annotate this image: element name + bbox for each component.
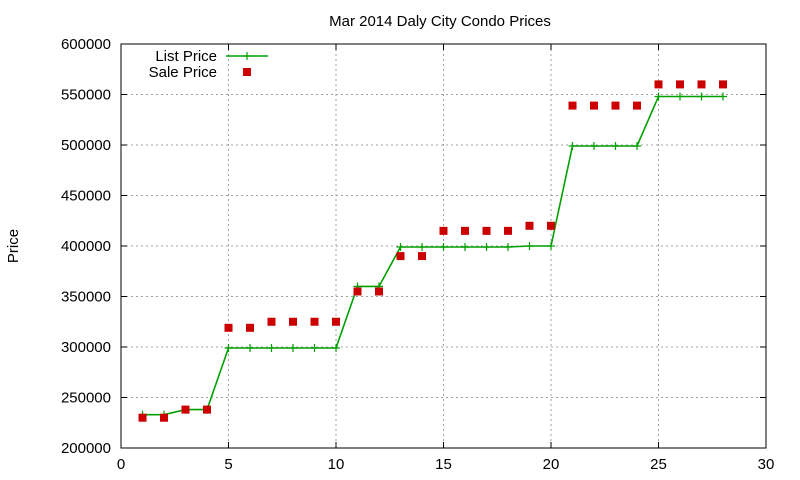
sale-price-point bbox=[439, 226, 448, 235]
legend-list-price-label: List Price bbox=[155, 48, 217, 65]
sale-price-point bbox=[138, 413, 147, 422]
y-tick-label: 300000 bbox=[61, 339, 111, 356]
list-price-point bbox=[310, 344, 319, 353]
list-price-point bbox=[267, 344, 276, 353]
y-tick-label: 450000 bbox=[61, 188, 111, 205]
series bbox=[138, 80, 727, 422]
sale-price-point bbox=[160, 413, 168, 422]
sale-price-point bbox=[568, 101, 577, 110]
list-price-point bbox=[676, 92, 684, 101]
sale-price-point bbox=[654, 80, 663, 89]
sale-price-point bbox=[461, 226, 469, 235]
legend: List Price Sale Price bbox=[149, 48, 268, 81]
sale-price-point bbox=[181, 405, 190, 414]
plot-area-frame bbox=[120, 43, 767, 449]
chart-title: Mar 2014 Daly City Condo Prices bbox=[329, 13, 551, 30]
x-tick-label: 20 bbox=[543, 456, 560, 473]
sale-price-point bbox=[525, 221, 534, 230]
sale-price-point bbox=[246, 323, 254, 332]
sale-price-point bbox=[676, 80, 684, 89]
list-price-point bbox=[289, 344, 297, 353]
sale-price-point bbox=[697, 80, 706, 89]
sale-price-point bbox=[504, 226, 512, 235]
sale-price-point bbox=[224, 323, 233, 332]
x-tick-label: 30 bbox=[758, 456, 775, 473]
sale-price-point bbox=[482, 226, 491, 235]
list-price-point bbox=[568, 142, 577, 151]
sale-price-point bbox=[332, 317, 340, 326]
sale-price-point bbox=[353, 287, 362, 296]
list-price-point bbox=[482, 243, 491, 252]
legend-sale-price-marker bbox=[243, 68, 251, 76]
list-price-point bbox=[590, 142, 598, 151]
y-tick-label: 200000 bbox=[61, 440, 111, 457]
sale-price-point bbox=[590, 101, 598, 110]
sale-price-point bbox=[719, 80, 727, 89]
list-price-point bbox=[719, 92, 727, 101]
sale-price-point bbox=[611, 101, 620, 110]
x-tick-label: 25 bbox=[650, 456, 667, 473]
list-price-point bbox=[504, 243, 512, 252]
list-price-point bbox=[332, 344, 340, 353]
list-price-point bbox=[547, 242, 555, 250]
list-price-point bbox=[418, 243, 426, 252]
x-tick-label: 15 bbox=[435, 456, 452, 473]
list-price-point bbox=[396, 243, 405, 252]
x-tick-label: 0 bbox=[117, 456, 125, 473]
list-price-point bbox=[439, 243, 448, 252]
list-price-point bbox=[224, 344, 233, 353]
sale-price-point bbox=[267, 317, 276, 326]
list-price-point bbox=[633, 142, 641, 151]
sale-price-point bbox=[203, 405, 211, 414]
list-price-point bbox=[611, 142, 620, 151]
sale-price-point bbox=[633, 101, 641, 110]
sale-price-point bbox=[289, 317, 297, 326]
y-axis-label: Price bbox=[5, 229, 22, 263]
y-tick-label: 400000 bbox=[61, 238, 111, 255]
legend-sale-price-label: Sale Price bbox=[149, 64, 217, 81]
y-tick-label: 250000 bbox=[61, 390, 111, 407]
y-tick-label: 550000 bbox=[61, 87, 111, 104]
list-price-point bbox=[654, 92, 663, 101]
x-tick-label: 5 bbox=[224, 456, 232, 473]
list-price-point bbox=[246, 344, 254, 353]
list-price-point bbox=[697, 92, 706, 101]
list-price-point bbox=[525, 242, 534, 250]
legend-list-price-marker bbox=[243, 52, 251, 60]
sale-price-point bbox=[375, 287, 383, 296]
tick-labels: 200000 250000 300000 350000 400000 450000 5000… bbox=[61, 36, 774, 473]
list-price-line bbox=[142, 95, 723, 416]
sale-price-point bbox=[418, 252, 426, 261]
x-tick-label: 10 bbox=[328, 456, 345, 473]
sale-price-point bbox=[310, 317, 319, 326]
y-tick-label: 600000 bbox=[61, 36, 111, 53]
sale-price-point bbox=[547, 221, 555, 230]
list-price-point bbox=[461, 243, 469, 252]
sale-price-point bbox=[396, 252, 405, 261]
y-tick-label: 500000 bbox=[61, 137, 111, 154]
y-tick-label: 350000 bbox=[61, 289, 111, 306]
